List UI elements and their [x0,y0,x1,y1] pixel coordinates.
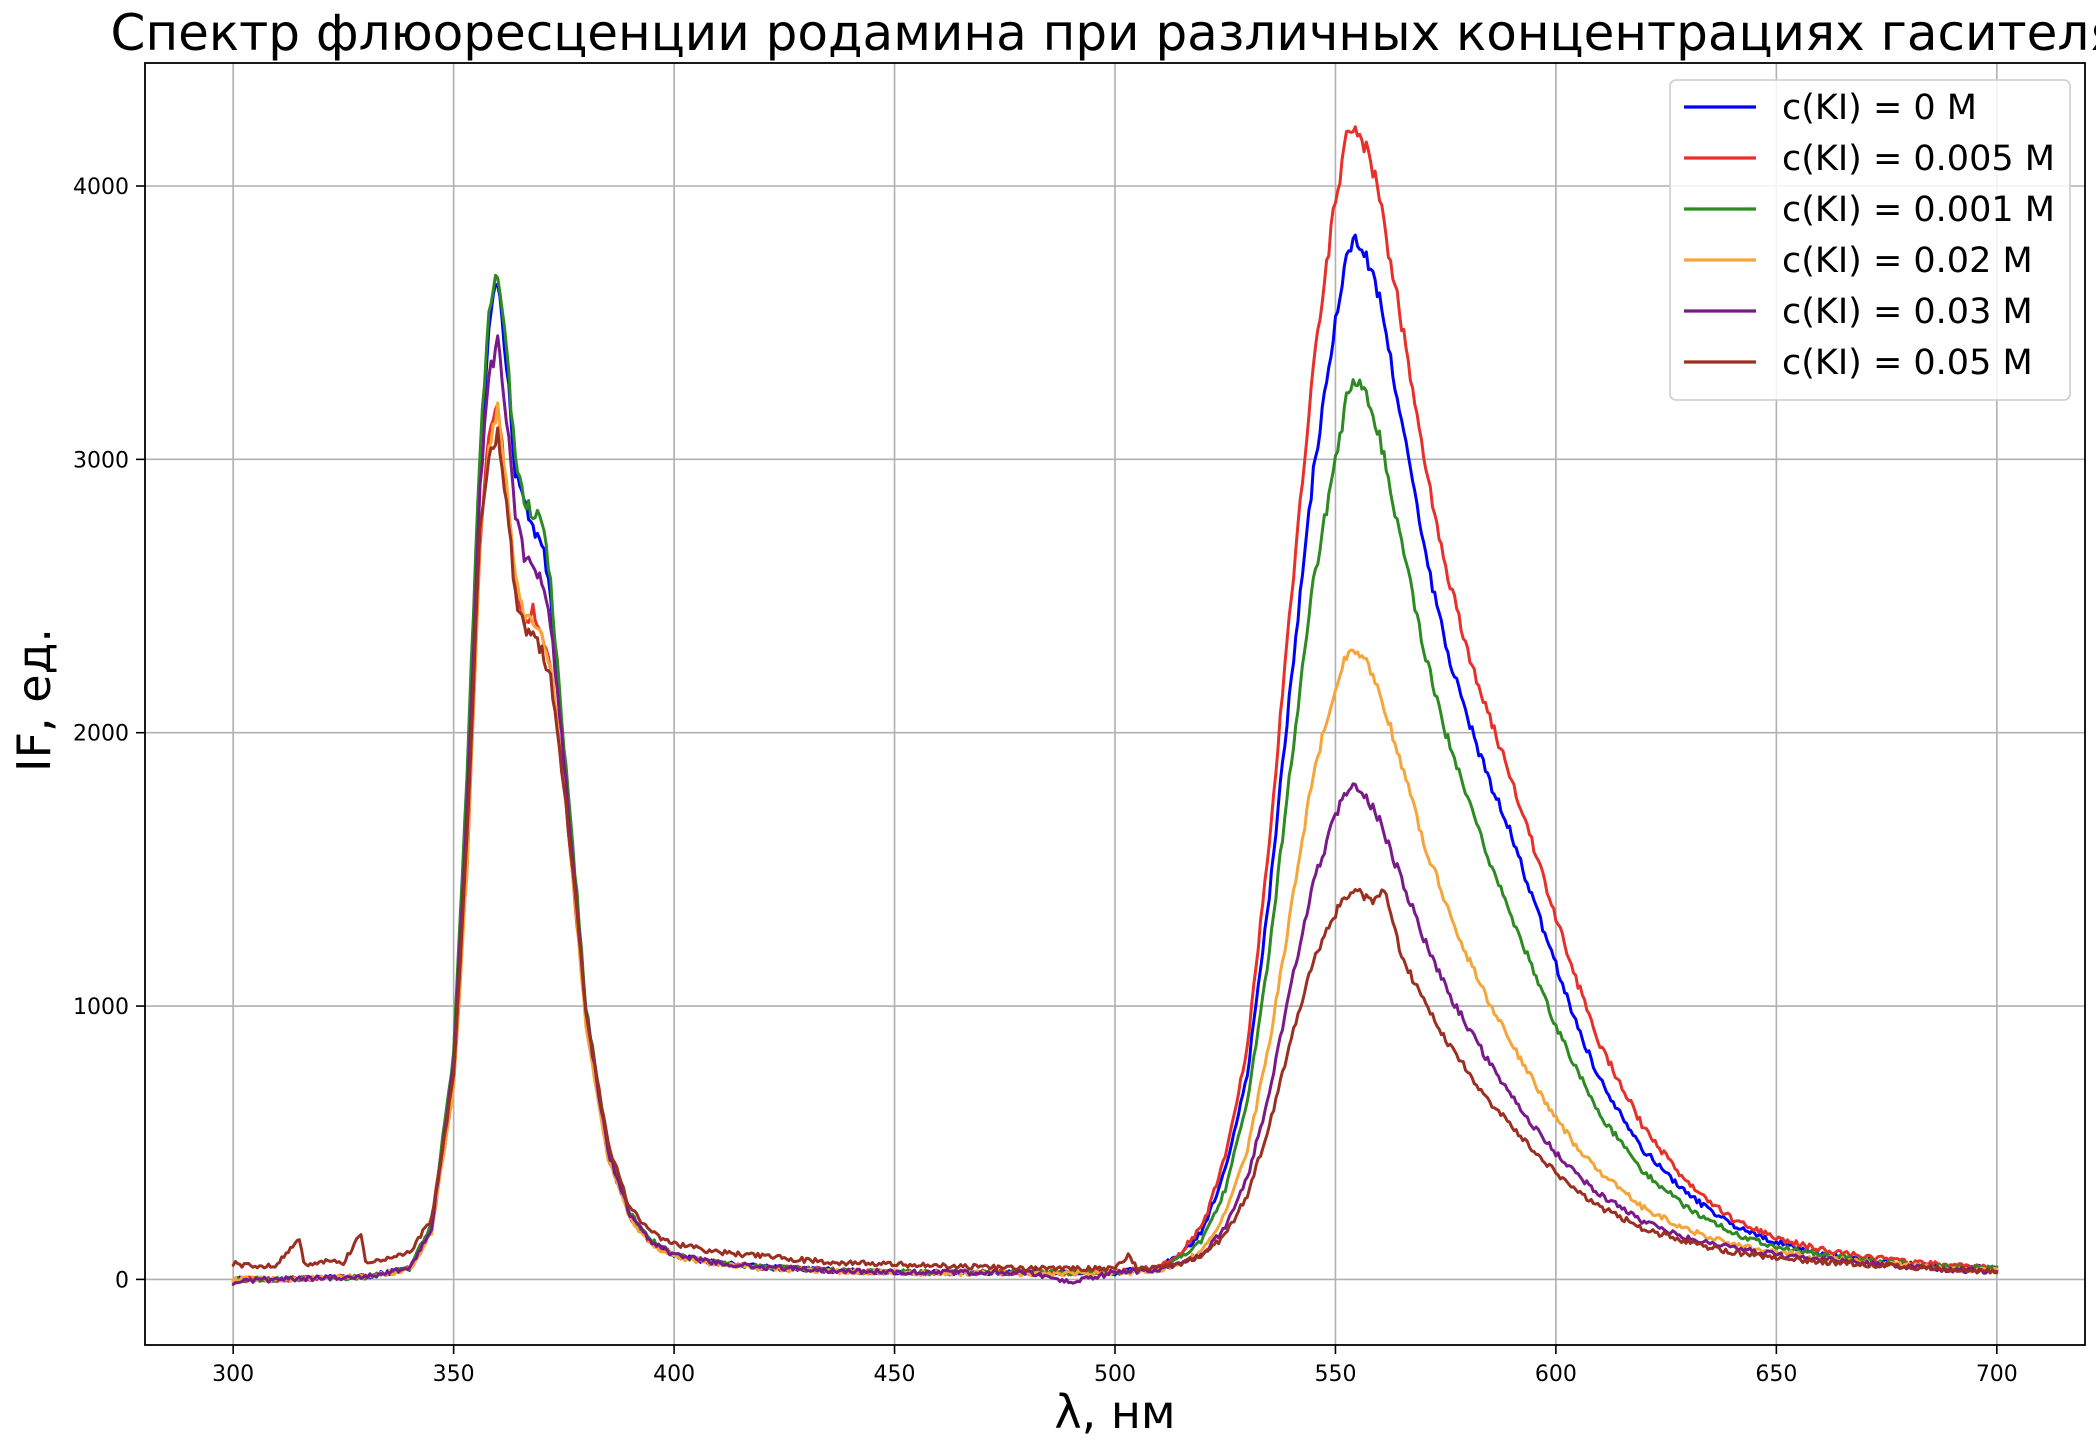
x-tick-label: 700 [1976,1362,2018,1387]
x-tick-label: 350 [433,1362,475,1387]
legend-label: c(KI) = 0.02 M [1782,241,2033,281]
y-axis-ticks: 0 1000 2000 3000 4000 [73,175,145,1293]
x-axis-label: λ, нм [1054,1385,1175,1439]
x-tick-label: 450 [874,1362,916,1387]
series-group [231,125,1999,1286]
x-tick-label: 650 [1755,1362,1797,1387]
x-tick-label: 300 [212,1362,254,1387]
x-axis-ticks: 300 350 400 450 500 550 600 650 700 [212,1345,2018,1387]
legend-label: c(KI) = 0.001 M [1782,190,2055,230]
x-tick-label: 500 [1094,1362,1136,1387]
y-tick-label: 4000 [73,175,129,200]
legend-label: c(KI) = 0.05 M [1782,343,2033,383]
y-tick-label: 1000 [73,995,129,1020]
series-line-4 [231,334,1999,1286]
legend-label: c(KI) = 0.005 M [1782,139,2055,179]
legend-label: c(KI) = 0.03 M [1782,292,2033,332]
x-tick-label: 400 [653,1362,695,1387]
x-tick-label: 600 [1535,1362,1577,1387]
legend: c(KI) = 0 M c(KI) = 0.005 M c(KI) = 0.001 … [1669,79,2071,401]
y-tick-label: 0 [115,1268,129,1293]
series-line-5 [231,426,1999,1275]
chart-title: Спектр флюоресценции родамина при различ… [111,4,2096,62]
y-axis-label: IF, ед. [7,628,61,772]
x-tick-label: 550 [1314,1362,1356,1387]
y-tick-label: 3000 [73,448,129,473]
y-tick-label: 2000 [73,722,129,747]
legend-label: c(KI) = 0 M [1782,88,1977,128]
legend-box [1669,79,2071,401]
